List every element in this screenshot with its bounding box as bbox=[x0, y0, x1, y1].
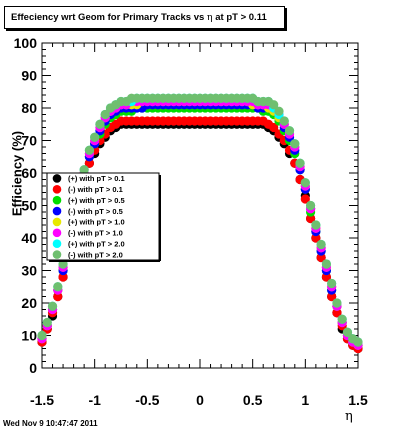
data-point bbox=[332, 308, 342, 318]
legend-marker bbox=[52, 174, 62, 183]
data-point bbox=[342, 327, 353, 337]
legend-marker bbox=[52, 195, 62, 205]
y-tick-label: 90 bbox=[21, 68, 37, 84]
data-point bbox=[316, 252, 326, 263]
data-point bbox=[53, 291, 63, 302]
data-point bbox=[84, 145, 94, 155]
data-point bbox=[37, 330, 47, 341]
y-tick-label: 70 bbox=[21, 133, 37, 149]
data-point bbox=[269, 122, 279, 133]
data-point bbox=[47, 301, 58, 311]
data-point bbox=[327, 278, 337, 289]
y-tick-labels: 0 10 20 30 40 50 60 70 80 90 100 bbox=[14, 35, 38, 376]
legend-label: (+) with pT > 1.0 bbox=[68, 218, 125, 227]
x-tick-label: 1.5 bbox=[348, 392, 368, 408]
data-point bbox=[327, 291, 337, 302]
data-point bbox=[100, 109, 110, 120]
data-point bbox=[332, 298, 342, 308]
legend-marker bbox=[52, 185, 62, 194]
y-tick-label: 80 bbox=[21, 100, 37, 116]
data-point bbox=[316, 239, 326, 250]
legend: (+) with pT > 0.1 (-) with pT > 0.1 (+) wi… bbox=[46, 172, 161, 262]
legend-marker bbox=[52, 217, 62, 227]
legend-marker bbox=[52, 250, 62, 259]
data-point bbox=[306, 200, 316, 211]
legend-label: (-) with pT > 0.5 bbox=[68, 207, 123, 216]
y-tick-label: 30 bbox=[21, 263, 37, 279]
axis-ticks bbox=[41, 42, 359, 369]
x-tick-label: 1 bbox=[301, 392, 309, 408]
data-point bbox=[53, 282, 63, 292]
legend-label: (-) with pT > 0.1 bbox=[68, 185, 123, 194]
data-point bbox=[95, 119, 105, 129]
y-tick-label: 40 bbox=[21, 230, 37, 246]
title-prefix: Effeciency wrt Geom for Primary Tracks v… bbox=[11, 12, 205, 23]
y-tick-label: 60 bbox=[21, 165, 37, 181]
data-point bbox=[300, 178, 310, 188]
y-tick-label: 0 bbox=[29, 360, 37, 376]
data-point bbox=[90, 132, 100, 142]
data-point bbox=[42, 317, 52, 328]
legend-label: (-) with pT > 2.0 bbox=[68, 250, 123, 259]
data-point bbox=[290, 139, 300, 149]
data-point bbox=[321, 259, 331, 269]
data-point bbox=[300, 194, 310, 204]
legend-box bbox=[46, 172, 160, 261]
legend-marker bbox=[52, 206, 62, 216]
data-point bbox=[279, 116, 289, 126]
x-tick-label: 0 bbox=[196, 392, 204, 408]
data-point bbox=[321, 272, 331, 282]
y-tick-label: 50 bbox=[21, 198, 37, 214]
legend-label: (+) with pT > 2.0 bbox=[68, 239, 125, 248]
title-eta: η bbox=[206, 12, 213, 23]
x-tick-label: 0.5 bbox=[243, 392, 263, 408]
data-point bbox=[337, 314, 347, 324]
y-tick-label: 100 bbox=[14, 35, 38, 51]
legend-label: (-) with pT > 1.0 bbox=[68, 229, 123, 238]
legend-label: (+) with pT > 0.1 bbox=[68, 174, 125, 183]
legend-marker bbox=[52, 239, 62, 248]
data-point bbox=[58, 272, 68, 282]
y-tick-label: 10 bbox=[21, 328, 37, 344]
data-point bbox=[353, 337, 363, 347]
chart-title-box: Effeciency wrt Geom for Primary Tracks v… bbox=[4, 6, 285, 29]
data-point bbox=[84, 158, 94, 168]
timestamp: Wed Nov 9 10:47:47 2011 bbox=[3, 419, 98, 428]
chart-title: Effeciency wrt Geom for Primary Tracks v… bbox=[11, 12, 267, 23]
y-tick-label: 20 bbox=[21, 295, 37, 311]
data-point bbox=[311, 220, 321, 230]
data-point bbox=[311, 233, 321, 243]
data-point bbox=[306, 213, 316, 224]
x-tick-label: -1.5 bbox=[30, 392, 54, 408]
data-point bbox=[269, 100, 279, 110]
legend-marker bbox=[52, 228, 62, 238]
data-point bbox=[274, 106, 284, 116]
data-point bbox=[295, 158, 305, 168]
x-tick-label: -1 bbox=[88, 392, 101, 408]
data-point bbox=[79, 165, 89, 175]
y-axis-label: Efficiency (%) bbox=[9, 130, 25, 217]
x-axis-label: η bbox=[345, 409, 353, 424]
x-tick-labels: -1.5 -1 -0.5 0 0.5 1 1.5 bbox=[30, 392, 368, 408]
legend-label: (+) with pT > 0.5 bbox=[68, 196, 125, 205]
title-suffix: at pT > 0.11 bbox=[215, 12, 267, 23]
data-point bbox=[284, 126, 295, 136]
x-tick-label: -0.5 bbox=[135, 392, 159, 408]
